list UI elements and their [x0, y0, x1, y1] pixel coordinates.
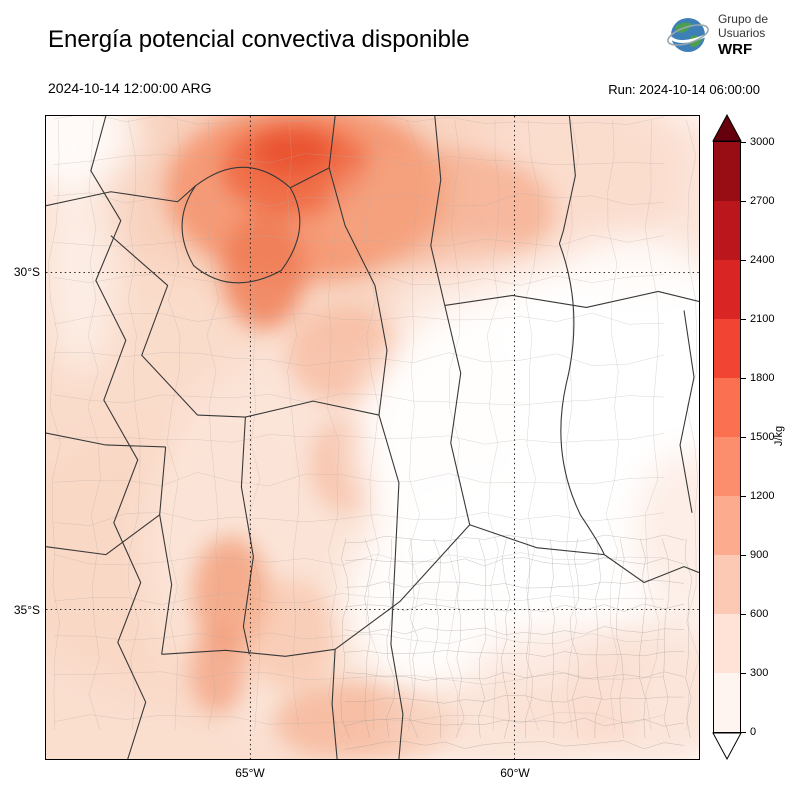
lat-label-30s: 30°S	[13, 265, 40, 279]
colorbar-tick-label: 600	[750, 608, 769, 620]
province-boundaries	[46, 116, 699, 759]
colorbar-segment	[714, 201, 740, 260]
colorbar-tick-label: 2700	[750, 195, 775, 207]
colorbar-tick-label: 1800	[750, 372, 775, 384]
lon-label-65w: 65°W	[235, 766, 265, 780]
colorbar-tickmark	[741, 318, 746, 320]
colorbar-segment	[714, 496, 740, 555]
colorbar-tick-label: 0	[750, 726, 757, 738]
colorbar-tick-label: 300	[750, 667, 769, 679]
colorbar-segment	[714, 378, 740, 437]
cape-filled-contour-map	[45, 115, 700, 760]
colorbar-tick-label: 2100	[750, 313, 775, 325]
colorbar-tickmark	[741, 495, 746, 497]
colorbar-tickmark	[741, 672, 746, 674]
logo-text: Grupo de Usuarios WRF	[718, 12, 768, 59]
colorbar: 0 300 600 900 1200 1500 1800 2100 2400 2700 3000 J…	[712, 114, 800, 761]
colorbar-under-arrow	[712, 732, 742, 760]
colorbar-tick-label: 900	[750, 549, 769, 561]
colorbar-segment	[714, 673, 740, 732]
colorbar-tickmark	[741, 436, 746, 438]
colorbar-tick-label: 1500	[750, 431, 775, 443]
globe-icon	[667, 18, 709, 53]
colorbar-unit-label: J/kg	[773, 425, 785, 447]
colorbar-segment	[714, 319, 740, 378]
logo-line-1: Grupo de	[717, 12, 768, 26]
colorbar-tick-label: 2400	[750, 254, 775, 266]
map-area	[45, 115, 702, 762]
colorbar-tickmark	[741, 200, 746, 202]
lon-label-60w: 60°W	[500, 766, 530, 780]
colorbar-tick-label: 1200	[750, 490, 775, 502]
run-time-label: Run: 2024-10-14 06:00:00	[608, 82, 760, 97]
logo-line-wrf: WRF	[717, 40, 753, 58]
colorbar-segment	[714, 260, 740, 319]
colorbar-tickmark	[741, 377, 746, 379]
lat-label-35s: 35°S	[13, 603, 40, 617]
colorbar-segment	[714, 614, 740, 673]
colorbar-tick-label: 3000	[750, 136, 775, 148]
colorbar-segment	[714, 142, 740, 201]
colorbar-tickmark	[741, 259, 746, 261]
lat-lon-gridlines	[46, 116, 699, 759]
wrf-user-group-logo: Grupo de Usuarios WRF	[665, 12, 768, 59]
page-title: Energía potencial convectiva disponible	[48, 26, 470, 53]
valid-time-label: 2024-10-14 12:00:00 ARG	[48, 80, 212, 96]
colorbar-segment	[714, 555, 740, 614]
colorbar-segments	[713, 141, 741, 733]
colorbar-tickmark	[741, 554, 746, 556]
logo-line-2: Usuarios	[717, 26, 766, 41]
colorbar-tickmark	[741, 613, 746, 615]
colorbar-segment	[714, 437, 740, 496]
colorbar-over-arrow	[712, 114, 742, 142]
